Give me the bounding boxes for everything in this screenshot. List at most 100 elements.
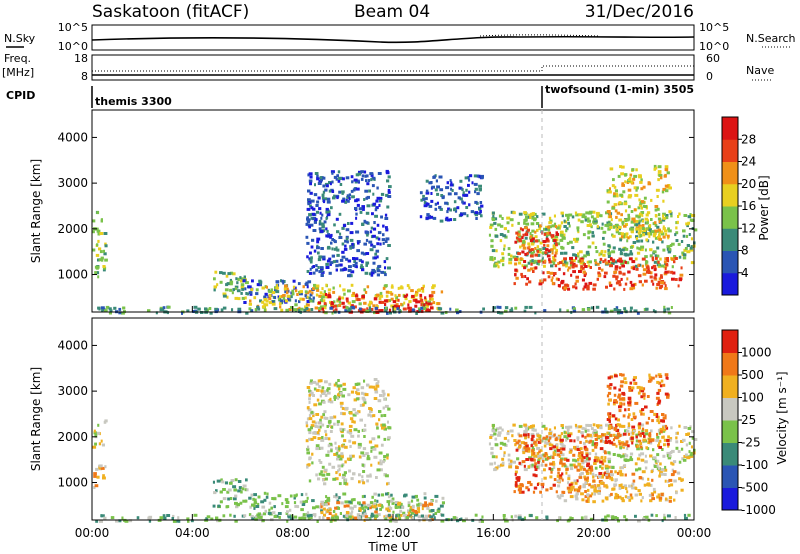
power-cell — [440, 194, 444, 197]
velocity-cell — [628, 388, 632, 392]
power-cell — [213, 288, 216, 292]
velocity-cell — [336, 422, 340, 426]
velocity-cell — [357, 516, 361, 520]
power-cell — [667, 250, 672, 254]
power-cell — [208, 307, 212, 310]
velocity-cell — [634, 493, 638, 497]
velocity-cell — [525, 433, 530, 437]
velocity-cell — [432, 513, 435, 517]
power-cell — [433, 175, 436, 179]
power-cell — [668, 210, 672, 214]
velocity-cell — [97, 423, 100, 427]
velocity-cell — [349, 417, 354, 421]
velocity-cell — [640, 387, 644, 391]
power-cell — [446, 181, 449, 185]
power-cell — [373, 297, 378, 301]
velocity-cell — [481, 519, 484, 523]
velocity-cell — [305, 439, 309, 443]
velocity-cell — [658, 498, 662, 502]
velocity-cell — [336, 457, 340, 461]
velocity-cell — [621, 454, 625, 458]
power-cell — [641, 224, 645, 227]
power-cell — [591, 231, 595, 235]
velocity-cell — [322, 400, 326, 404]
velocity-cell — [542, 459, 545, 463]
velocity-cell — [578, 451, 581, 455]
power-colorbar-tick-label: 28 — [741, 132, 756, 146]
velocity-cell — [258, 515, 263, 519]
power-cell — [618, 201, 622, 205]
power-cell — [508, 257, 513, 261]
velocity-cell — [382, 460, 385, 464]
power-cell — [603, 275, 607, 279]
power-cell — [299, 297, 303, 301]
power-cell — [369, 230, 373, 234]
velocity-cell — [334, 441, 337, 445]
power-cell — [549, 219, 553, 223]
velocity-cell — [501, 463, 505, 467]
velocity-cell — [324, 502, 327, 506]
power-cell — [360, 170, 364, 174]
power-cell — [619, 193, 622, 197]
velocity-cell — [380, 443, 384, 447]
power-cell — [384, 213, 388, 217]
power-cell — [502, 234, 507, 238]
power-cell — [104, 242, 107, 246]
power-cell — [633, 282, 637, 286]
power-cell — [578, 270, 582, 273]
power-cell — [648, 234, 651, 238]
power-cell — [373, 311, 376, 315]
power-cell — [339, 183, 343, 186]
velocity-cell — [655, 461, 658, 465]
power-cell — [690, 261, 695, 265]
power-cell — [385, 228, 389, 232]
power-cell — [470, 210, 475, 214]
velocity-cell — [627, 432, 631, 436]
power-cell — [425, 197, 428, 201]
power-cell — [321, 295, 325, 299]
power-cell — [280, 279, 282, 283]
velocity-cell — [523, 433, 527, 437]
power-cell — [525, 282, 528, 286]
power-cell — [353, 305, 357, 309]
velocity-cell — [631, 486, 635, 490]
velocity-cell — [535, 516, 539, 520]
power-cell — [476, 174, 479, 178]
power-cell — [449, 307, 452, 311]
power-cell — [524, 226, 528, 230]
power-cell — [657, 217, 662, 221]
velocity-cell — [530, 444, 533, 448]
power-cell — [663, 305, 666, 309]
velocity-cell — [579, 467, 583, 471]
power-cell — [558, 267, 561, 271]
power-cell — [489, 223, 494, 227]
velocity-cell — [264, 509, 267, 513]
power-cell — [379, 294, 384, 298]
velocity-cell — [325, 495, 328, 499]
power-cell — [658, 237, 662, 241]
power-cell — [397, 293, 401, 297]
velocity-cell — [385, 514, 388, 518]
power-cell — [465, 188, 468, 192]
velocity-cell — [656, 419, 660, 423]
velocity-cell — [625, 440, 629, 444]
velocity-cell — [536, 454, 540, 458]
velocity-cell — [628, 498, 632, 502]
power-cell — [658, 233, 661, 237]
velocity-cell — [336, 384, 340, 388]
velocity-cell — [94, 484, 99, 488]
power-cell — [528, 216, 532, 219]
velocity-cell — [253, 501, 258, 505]
velocity-cell — [557, 484, 561, 488]
power-cell — [376, 223, 380, 227]
velocity-cell — [615, 444, 618, 448]
power-cell — [397, 286, 400, 290]
velocity-cell — [574, 423, 578, 427]
velocity-cell — [382, 406, 385, 410]
velocity-cell — [376, 513, 381, 517]
velocity-cell — [593, 459, 598, 463]
velocity-cell — [321, 386, 325, 390]
velocity-cell — [528, 480, 532, 484]
power-cell — [326, 213, 331, 217]
velocity-cell — [637, 519, 641, 523]
